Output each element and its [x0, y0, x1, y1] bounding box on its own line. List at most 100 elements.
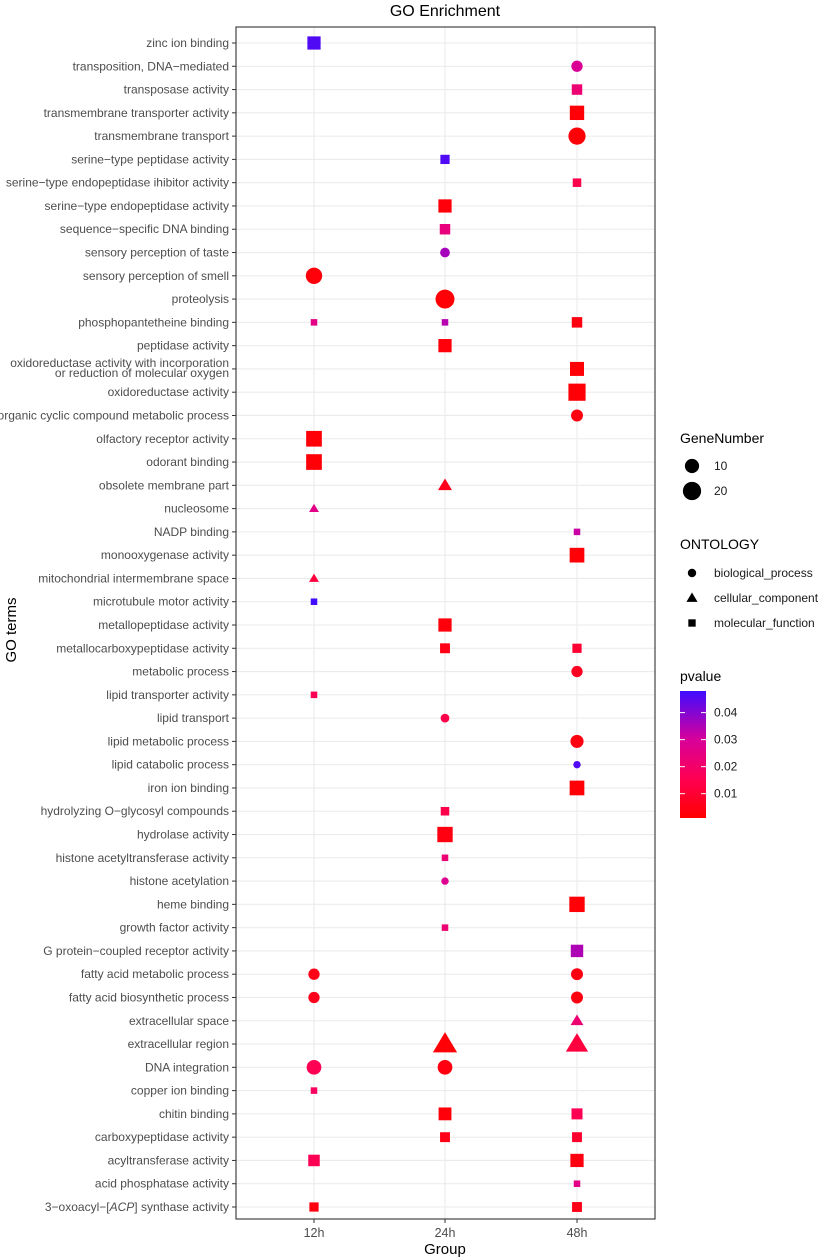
data-point — [570, 944, 584, 958]
shape-legend-title: ONTOLOGY — [680, 536, 760, 552]
data-point — [571, 968, 583, 981]
color-legend: pvalue 0.01 0.02 0.03 0.04 — [680, 668, 738, 818]
data-point — [440, 247, 450, 258]
data-point — [570, 361, 584, 376]
y-tick-label: histone acetylation — [130, 874, 229, 888]
y-tick-label: olfactory receptor activity — [96, 432, 229, 446]
data-point — [441, 877, 449, 885]
shape-legend-key — [686, 592, 698, 602]
data-point — [571, 317, 583, 328]
data-point — [571, 665, 583, 678]
y-tick-label: growth factor activity — [120, 921, 229, 935]
y-tick-label: phosphopantetheine binding — [78, 315, 229, 329]
y-tick-label: obsolete membrane part — [99, 478, 230, 492]
colorbar-tick-label: 0.01 — [714, 787, 738, 801]
y-tick-label: oxidoreductase activity with incorporati… — [10, 356, 229, 370]
shape-legend-items: biological_process cellular_componentmole… — [686, 566, 819, 630]
y-tick-label: fatty acid biosynthetic process — [69, 990, 229, 1004]
data-point — [432, 1032, 458, 1053]
data-point — [572, 1202, 582, 1212]
pvalue-colorbar — [680, 691, 706, 818]
data-point — [306, 430, 322, 447]
y-tick-label: proteolysis — [172, 292, 229, 306]
y-tick-label: sensory perception of taste — [85, 246, 229, 260]
data-point — [572, 1132, 582, 1143]
data-point — [437, 478, 453, 491]
data-point — [440, 713, 450, 723]
color-legend-ticks: 0.01 0.02 0.03 0.04 — [680, 706, 738, 801]
data-point — [438, 1107, 452, 1121]
data-point — [441, 854, 449, 862]
y-tick-label: monooxygenase activity — [101, 548, 229, 562]
y-tick-label: sensory perception of smell — [83, 269, 229, 283]
data-point — [305, 267, 323, 285]
y-tick-label: transmembrane transport — [94, 129, 229, 143]
x-axis-title: Group — [424, 1241, 466, 1258]
data-point — [571, 84, 583, 95]
shape-legend-label: molecular_function — [714, 616, 815, 630]
y-tick-label: acyltransferase activity — [108, 1153, 229, 1167]
shape-legend-key — [687, 568, 697, 578]
data-point — [310, 319, 318, 326]
data-point — [308, 968, 320, 980]
y-tick-label: iron ion binding — [148, 781, 229, 795]
data-point — [438, 339, 452, 353]
x-tick-label: 12h — [304, 1226, 325, 1240]
y-tick-label: sequence−specific DNA binding — [60, 222, 229, 236]
y-tick-label: or reduction of molecular oxygen — [55, 366, 229, 380]
data-point — [570, 1153, 584, 1168]
y-tick-label: fatty acid metabolic process — [81, 967, 229, 981]
colorbar-tick-label: 0.04 — [714, 706, 738, 720]
data-point — [435, 289, 455, 309]
data-point — [573, 528, 581, 536]
data-point — [308, 1154, 320, 1167]
y-tick-label: transmembrane transporter activity — [44, 106, 229, 120]
y-tick-label: NADP binding — [154, 525, 229, 539]
data-point — [310, 598, 318, 605]
data-point — [309, 1202, 319, 1212]
data-point — [310, 1087, 318, 1094]
data-point — [309, 573, 319, 582]
y-tick-label: acid phosphatase activity — [95, 1177, 229, 1191]
size-legend: GeneNumber 10 20 — [680, 430, 764, 501]
y-tick-label: lipid metabolic process — [108, 734, 229, 748]
y-tick-label: serine−type endopeptidase ihibitor activ… — [6, 176, 229, 190]
chart-title: GO Enrichment — [390, 3, 501, 20]
size-legend-label: 20 — [714, 484, 728, 498]
data-point — [569, 780, 585, 796]
y-tick-label: hydrolase activity — [137, 828, 229, 842]
y-tick-label: DNA integration — [145, 1060, 229, 1074]
y-tick-label: nucleosome — [164, 502, 229, 516]
y-tick-label: oxidoreductase activity — [108, 385, 229, 399]
shape-legend-label: biological_process — [714, 566, 813, 580]
data-point — [440, 154, 450, 165]
data-point — [571, 60, 583, 72]
y-tick-label: transposase activity — [124, 83, 229, 97]
y-tick-label: metallopeptidase activity — [98, 618, 229, 632]
shape-legend-key — [688, 619, 696, 627]
y-tick-label: extracellular space — [129, 1014, 229, 1028]
y-tick-label: chitin binding — [159, 1107, 229, 1121]
size-legend-items: 10 20 — [682, 458, 728, 501]
y-tick-label: microtubule motor activity — [93, 595, 229, 609]
y-tick-label: odorant binding — [146, 455, 229, 469]
colorbar-tick-label: 0.03 — [714, 733, 738, 747]
data-point — [441, 319, 449, 326]
data-point — [306, 1059, 322, 1075]
y-tick-label: hydrolyzing O−glycosyl compounds — [41, 804, 229, 818]
data-point — [568, 383, 586, 401]
y-tick-label: lipid transport — [157, 711, 230, 725]
data-point — [308, 991, 320, 1004]
data-point — [572, 178, 582, 187]
data-point — [440, 806, 450, 816]
y-tick-label: metabolic process — [132, 665, 229, 679]
data-point — [438, 199, 452, 213]
data-point — [437, 826, 453, 843]
data-point — [572, 643, 582, 653]
y-tick-label: mitochondrial intermembrane space — [38, 571, 229, 585]
y-tick-label: organic cyclic compound metabolic proces… — [0, 408, 229, 422]
y-tick-label: lipid transporter activity — [106, 688, 229, 702]
y-tick-label: heme binding — [157, 897, 229, 911]
data-point — [573, 1180, 581, 1187]
shape-legend-label: cellular_component — [714, 591, 819, 605]
